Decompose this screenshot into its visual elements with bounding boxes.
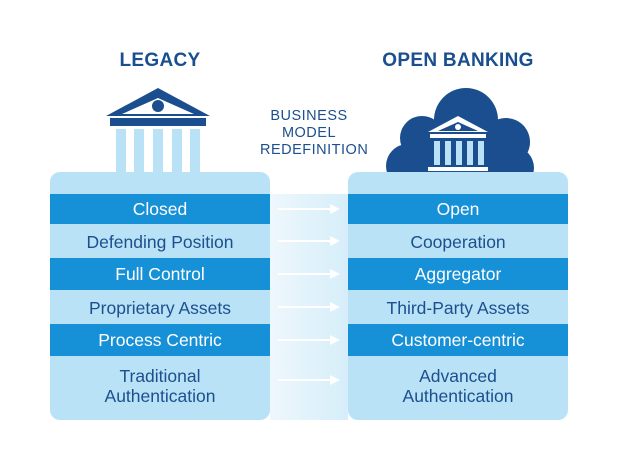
- legacy-row: Full Control: [50, 258, 270, 290]
- legacy-row-label: Process Centric: [98, 330, 222, 350]
- legacy-panel: Closed Defending Position Full Control Prop…: [50, 172, 270, 420]
- open-banking-row: Advanced Authentication: [348, 357, 568, 415]
- legacy-row-label: Closed: [132, 199, 188, 219]
- arrow-right-icon: [278, 204, 340, 214]
- open-banking-row-label: Advanced Authentication: [402, 366, 514, 406]
- open-banking-row: Cooperation: [348, 226, 568, 258]
- open-banking-row: Customer-centric: [348, 324, 568, 356]
- open-banking-row-label: Open: [436, 199, 480, 219]
- label-line: REDEFINITION: [260, 142, 369, 158]
- legacy-row-label: Traditional Authentication: [104, 366, 216, 406]
- legacy-row-label: Full Control: [115, 264, 205, 284]
- open-banking-row-label: Aggregator: [414, 264, 502, 284]
- legacy-row-label: Defending Position: [86, 232, 234, 252]
- open-banking-row: Third-Party Assets: [348, 291, 568, 324]
- arrow-right-icon: [278, 335, 340, 345]
- label-line: MODEL: [281, 125, 337, 141]
- legacy-row: Proprietary Assets: [50, 291, 270, 324]
- open-banking-title: OPEN BANKING: [382, 50, 534, 71]
- open-banking-panel: Open Cooperation Aggregator Third-Party Ass…: [348, 172, 568, 420]
- open-banking-row-label: Customer-centric: [391, 330, 525, 350]
- arrow-right-icon: [278, 302, 340, 312]
- label-line: BUSINESS: [270, 108, 348, 124]
- legacy-row: Traditional Authentication: [50, 357, 270, 415]
- arrow-right-icon: [278, 236, 340, 246]
- arrow-right-icon: [278, 269, 340, 279]
- arrow-right-icon: [278, 375, 340, 385]
- legacy-title: LEGACY: [119, 50, 201, 71]
- legacy-row: Closed: [50, 194, 270, 224]
- open-banking-row-label: Third-Party Assets: [386, 297, 530, 318]
- legacy-row-label: Proprietary Assets: [89, 297, 231, 318]
- business-model-redefinition-label: BUSINESS MODEL REDEFINITION: [260, 108, 369, 159]
- open-banking-row: Open: [348, 194, 568, 224]
- open-banking-row: Aggregator: [348, 258, 568, 290]
- legacy-row: Process Centric: [50, 324, 270, 356]
- open-banking-row-label: Cooperation: [410, 232, 506, 252]
- legacy-row: Defending Position: [50, 226, 270, 258]
